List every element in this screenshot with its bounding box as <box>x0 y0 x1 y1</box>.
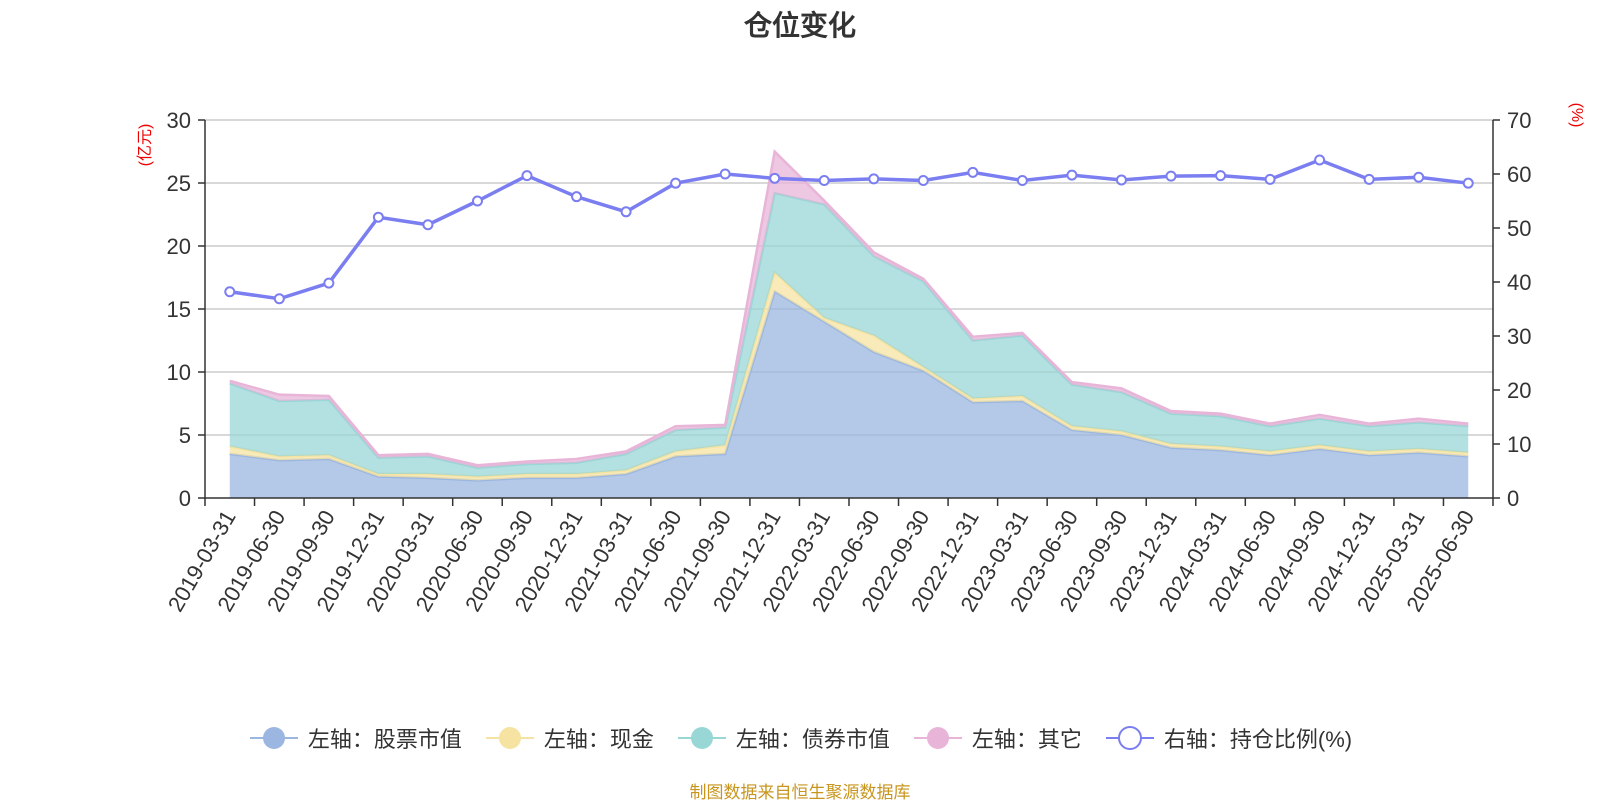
legend-label: 右轴：持仓比例(%) <box>1163 727 1353 752</box>
ratio-point[interactable] <box>967 166 979 178</box>
legend-swatch-icon <box>913 727 962 749</box>
ratio-point[interactable] <box>372 211 384 223</box>
left-axis-tick-label: 5 <box>179 423 191 448</box>
left-axis-unit-label: (亿元) <box>136 124 154 167</box>
ratio-point[interactable] <box>323 277 335 289</box>
area-2 <box>229 193 1469 477</box>
legend-item[interactable]: 左轴：股票市值 <box>248 722 462 754</box>
ratio-point[interactable] <box>1413 171 1425 183</box>
ratio-point[interactable] <box>917 174 929 186</box>
ratio-line <box>229 158 1469 301</box>
ratio-point[interactable] <box>1363 173 1375 185</box>
ratio-point[interactable] <box>471 195 483 207</box>
legend-item[interactable]: 左轴：债券市值 <box>676 722 890 754</box>
right-axis-tick-label: 70 <box>1507 108 1531 133</box>
ratio-point[interactable] <box>670 177 682 189</box>
legend-swatch-icon <box>677 727 726 749</box>
ratio-point[interactable] <box>521 170 533 182</box>
right-axis-tick-label: 10 <box>1507 432 1531 457</box>
ratio-point[interactable] <box>868 173 880 185</box>
area-0 <box>229 291 1469 498</box>
ratio-point[interactable] <box>1165 170 1177 182</box>
left-axis-tick-label: 25 <box>167 171 191 196</box>
ratio-point[interactable] <box>769 172 781 184</box>
chart-canvas: 0510152025300102030405060702019-03-31201… <box>136 103 1585 616</box>
legend-item[interactable]: 左轴：现金 <box>484 722 654 754</box>
ratio-line-layer <box>224 154 1474 305</box>
legend-label: 左轴：股票市值 <box>307 727 462 752</box>
ratio-point[interactable] <box>1016 174 1028 186</box>
right-axis-tick-label: 60 <box>1507 162 1531 187</box>
ratio-point[interactable] <box>1314 154 1326 166</box>
area-edge-3 <box>229 148 1469 467</box>
ratio-point[interactable] <box>273 293 285 305</box>
ratio-point[interactable] <box>1215 170 1227 182</box>
ratio-point[interactable] <box>620 206 632 218</box>
legend-swatch-icon <box>1105 726 1154 750</box>
right-axis-unit-label: (%) <box>1568 103 1585 128</box>
left-axis-tick-label: 30 <box>167 108 191 133</box>
source-note: 制图数据来自恒生聚源数据库 <box>689 783 911 802</box>
right-axis-tick-label: 30 <box>1507 324 1531 349</box>
ratio-point[interactable] <box>571 191 583 203</box>
ratio-point[interactable] <box>818 174 830 186</box>
ratio-point[interactable] <box>224 286 236 298</box>
ratio-point[interactable] <box>422 219 434 231</box>
legend-item[interactable]: 右轴：持仓比例(%) <box>1104 722 1352 754</box>
right-axis-tick-label: 0 <box>1507 486 1519 511</box>
ratio-point[interactable] <box>1115 174 1127 186</box>
left-axis-tick-label: 10 <box>167 360 191 385</box>
legend-label: 左轴：现金 <box>543 727 654 752</box>
chart-legend: 左轴：股票市值 左轴：现金 左轴：债券市值 左轴：其它 右轴：持仓比例(%) <box>0 720 1600 756</box>
ratio-point[interactable] <box>1066 169 1078 181</box>
legend-label: 左轴：其它 <box>971 727 1082 752</box>
right-axis-tick-label: 20 <box>1507 378 1531 403</box>
left-axis-tick-label: 15 <box>167 297 191 322</box>
stacked-area-layer <box>229 148 1469 498</box>
left-axis-tick-label: 20 <box>167 234 191 259</box>
legend-item[interactable]: 左轴：其它 <box>912 722 1082 754</box>
ratio-point[interactable] <box>719 168 731 180</box>
chart-title: 仓位变化 <box>743 10 856 41</box>
legend-label: 左轴：债券市值 <box>735 727 890 752</box>
legend-swatch-icon <box>249 727 298 749</box>
legend-swatch-icon <box>485 727 534 749</box>
right-axis-tick-label: 50 <box>1507 216 1531 241</box>
right-axis-tick-label: 40 <box>1507 270 1531 295</box>
ratio-point[interactable] <box>1462 177 1474 189</box>
ratio-point[interactable] <box>1264 173 1276 185</box>
left-axis-tick-label: 0 <box>179 486 191 511</box>
